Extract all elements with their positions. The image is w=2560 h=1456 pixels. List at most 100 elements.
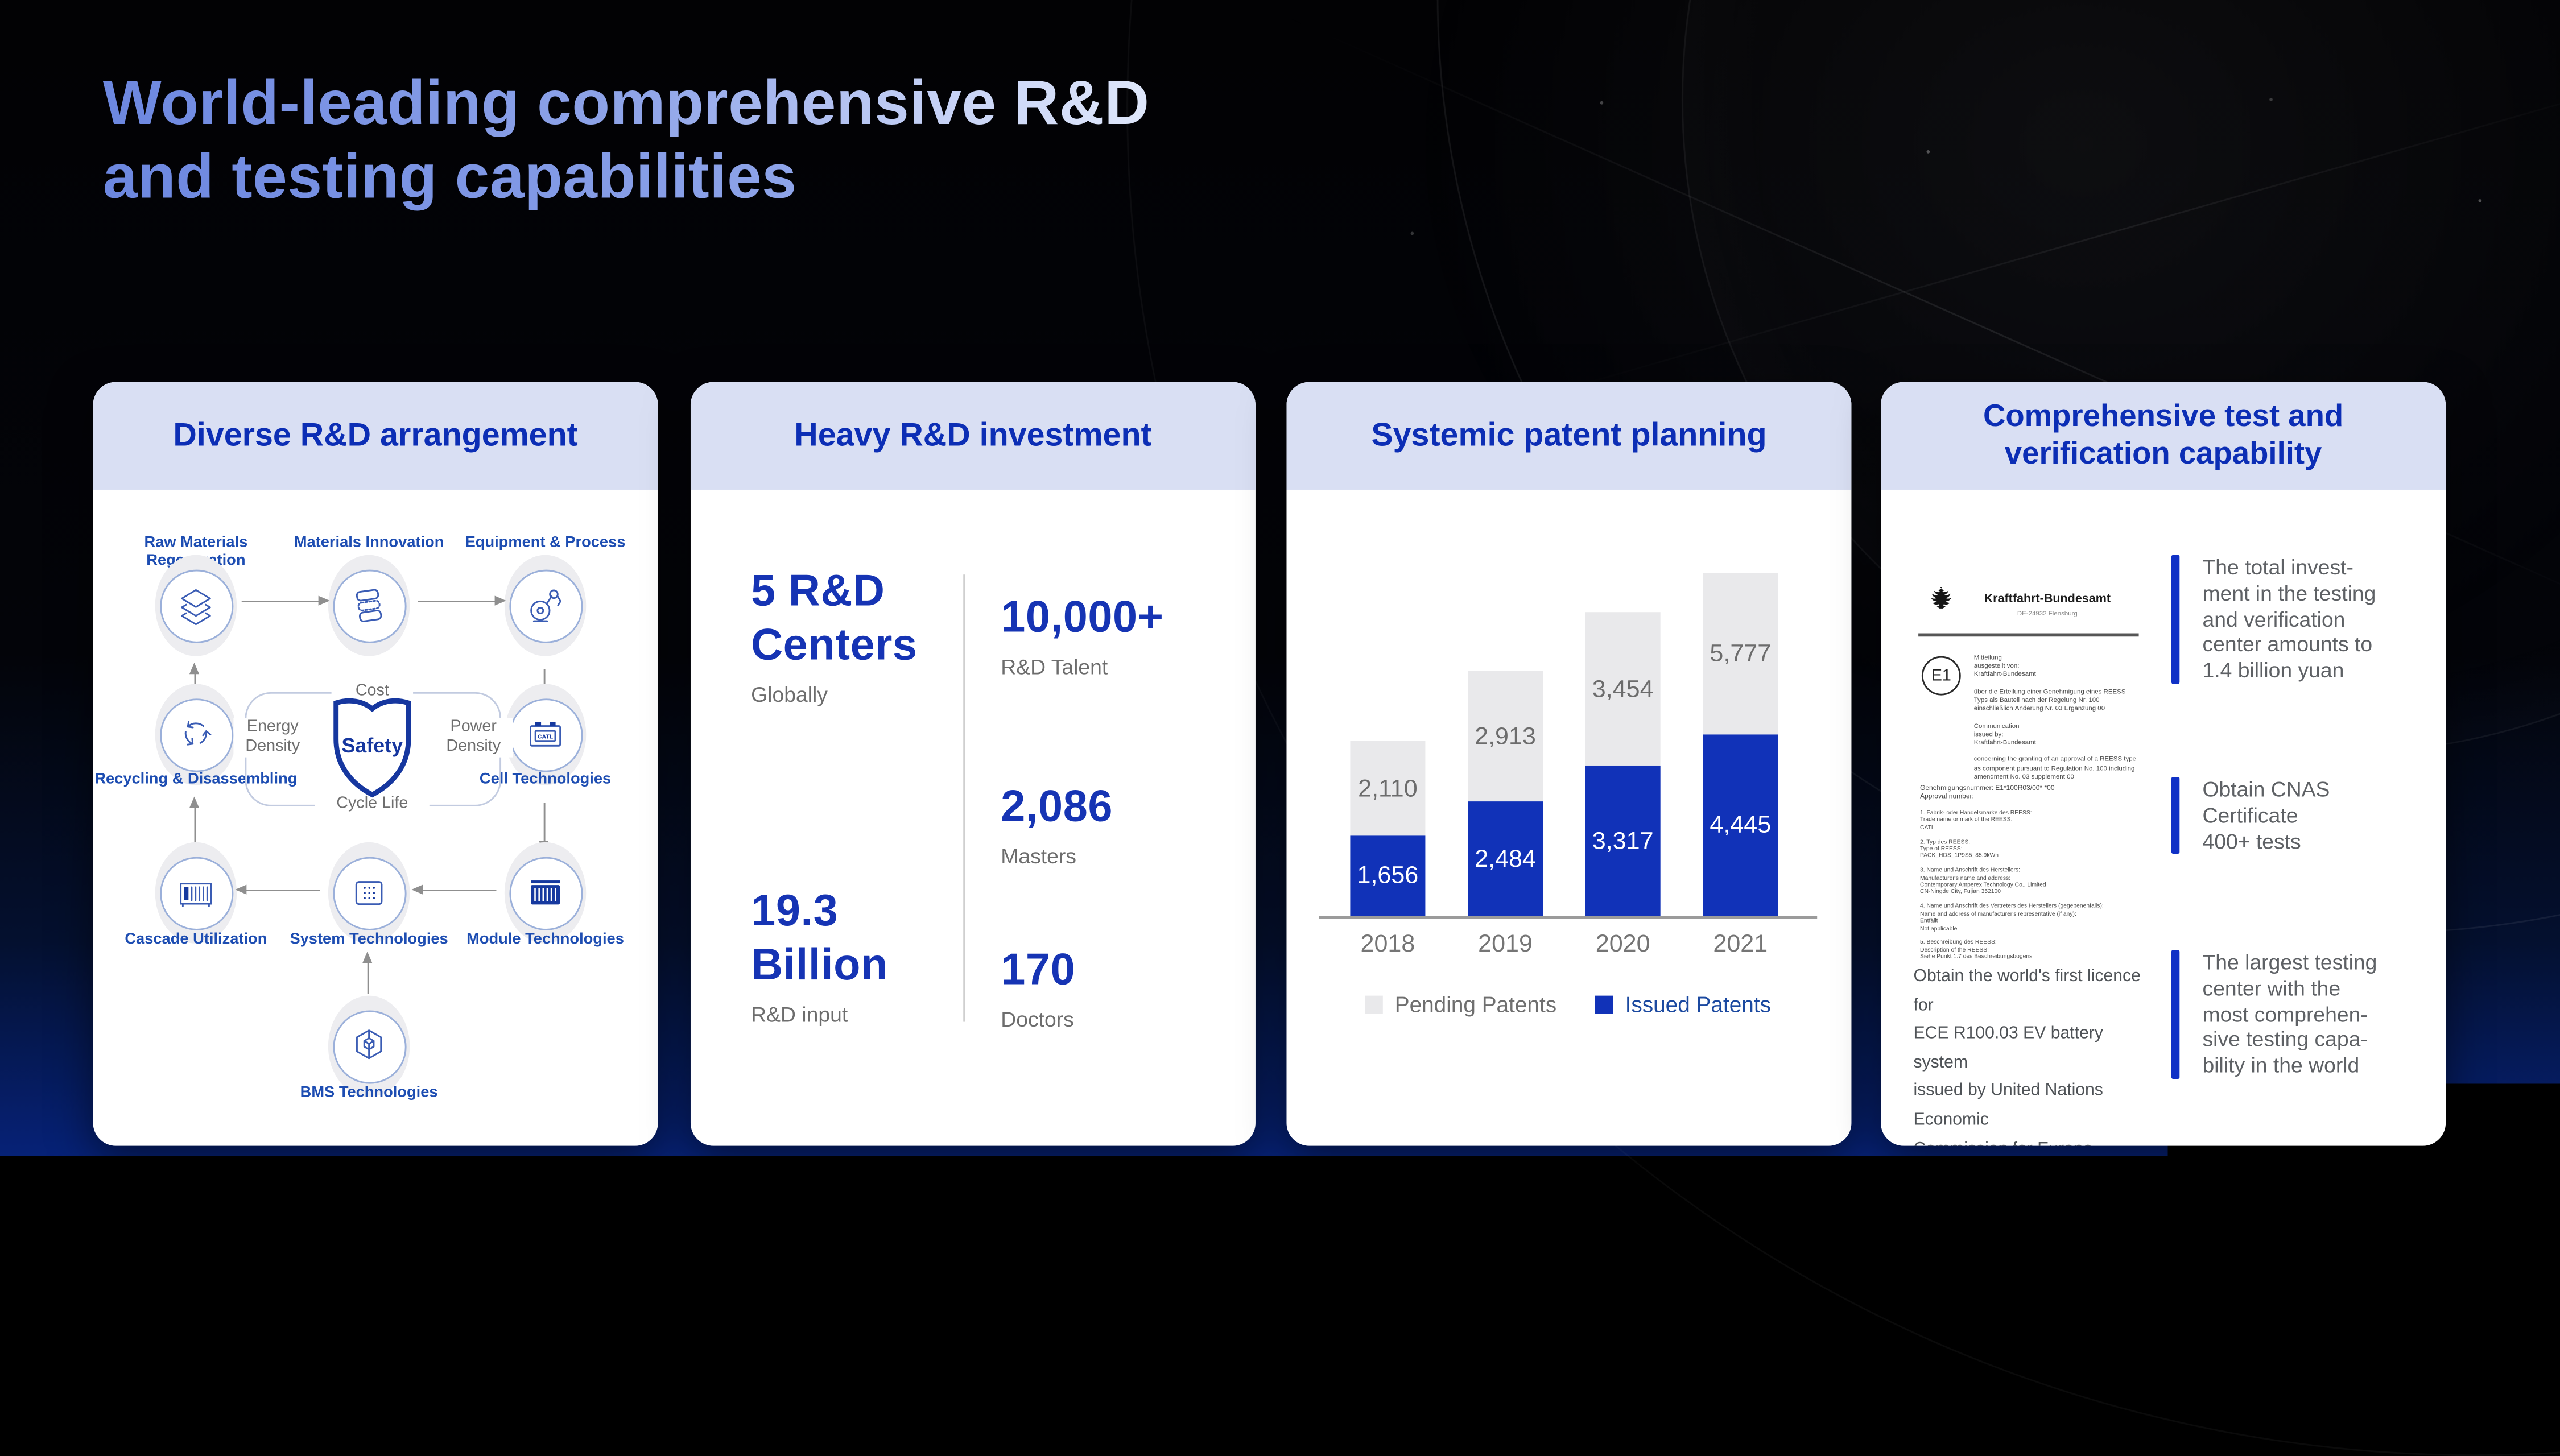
- node-label-cascade: Cascade Utilization: [98, 930, 294, 949]
- highlight-text: Obtain CNAS Certificate 400+ tests: [2202, 777, 2330, 854]
- legend-label: Pending Patents: [1395, 992, 1556, 1017]
- node-label-materials-innovation: Materials Innovation: [271, 533, 466, 552]
- kba-certificate-document: Kraftfahrt-Bundesamt DE-24932 Flensburg …: [1914, 552, 2146, 959]
- node-raw-materials: [155, 555, 237, 656]
- cube-icon: [348, 1025, 390, 1068]
- stats-divider: [963, 574, 965, 1021]
- page-title-line1: World-leading comprehensive R&D: [103, 69, 1150, 142]
- page-title: World-leading comprehensive R&D and test…: [103, 69, 1150, 216]
- card-systemic-patent-planning: Systemic patent planning 2,110 1,656 2,913…: [1286, 382, 1851, 1146]
- ray-decor: [1542, 62, 2560, 396]
- slide: World-leading comprehensive R&D and test…: [0, 0, 2560, 1308]
- stat-value: 19.3 Billion: [751, 884, 888, 992]
- catl-brand-text: CATL: [538, 734, 554, 741]
- stat-value: 10,000+: [1001, 591, 1163, 645]
- battery-catl-icon: CATL: [524, 713, 567, 756]
- node-materials-innovation: [328, 555, 410, 656]
- flow-arrow-left: [242, 890, 320, 891]
- ece-licence-note: Obtain the world's first licence for ECE…: [1914, 963, 2162, 1145]
- node-blob: [328, 842, 410, 944]
- stat-label: Doctors: [1001, 1007, 1075, 1032]
- highlight-cnas-certificate: Obtain CNAS Certificate 400+ tests: [2171, 777, 2330, 854]
- legend-label: Issued Patents: [1625, 992, 1771, 1017]
- bar-2019: 2,913 2,484: [1468, 671, 1543, 916]
- bar-2020: 3,454 3,317: [1585, 612, 1661, 916]
- node-blob: [155, 842, 237, 944]
- node-blob: [505, 842, 586, 944]
- bar-segment-pending: 3,454: [1585, 612, 1661, 766]
- layered-cell-icon: [348, 584, 390, 627]
- container-icon: [175, 872, 217, 915]
- chart-x-axis: [1319, 916, 1817, 919]
- e1-mark: E1: [1922, 656, 1961, 696]
- safety-label: Safety: [327, 734, 418, 757]
- bar-value-label: 2,484: [1475, 845, 1536, 872]
- certificate-authority-sub: DE-24932 Flensburg: [1963, 609, 2132, 617]
- stat-label: R&D Talent: [1001, 655, 1163, 679]
- node-blob: [328, 996, 410, 1097]
- stat-label: Masters: [1001, 844, 1113, 868]
- node-label-bms: BMS Technologies: [271, 1084, 466, 1102]
- legend-swatch: [1365, 996, 1384, 1014]
- bar-value-label: 2,110: [1358, 775, 1418, 803]
- chart-x-tick-labels: 2018 2019 2020 2021: [1319, 930, 1817, 958]
- flow-arrow-down: [544, 803, 546, 846]
- bar-segment-issued: 4,445: [1703, 734, 1778, 916]
- legend-item-issued: Issued Patents: [1596, 992, 1771, 1017]
- card-header: Comprehensive test and verification capa…: [1881, 382, 2446, 490]
- highlight-text: The largest testing center with the most…: [2202, 950, 2377, 1079]
- bar-value-label: 3,454: [1592, 675, 1654, 703]
- x-tick-label: 2018: [1350, 930, 1425, 958]
- stat-rnd-talent: 10,000+ R&D Talent: [1001, 591, 1163, 679]
- page-title-line2: and testing capabilities: [103, 142, 797, 216]
- bar-2021: 5,777 4,445: [1703, 573, 1778, 916]
- layers-icon: [175, 584, 217, 627]
- x-tick-label: 2019: [1468, 930, 1543, 958]
- stat-value: 2,086: [1001, 780, 1113, 834]
- card-header: Systemic patent planning: [1286, 382, 1851, 490]
- power-density-label: Power Density: [434, 718, 513, 758]
- highlight-largest-testing-center: The largest testing center with the most…: [2171, 950, 2377, 1079]
- stat-rnd-centers: 5 R&D Centers Globally: [751, 565, 918, 707]
- certificate-body: Mitteilung ausgestellt von: Kraftfahrt-B…: [1974, 653, 2137, 780]
- highlight-accent-bar: [2171, 950, 2179, 1079]
- patent-stacked-bar-chart: 2,110 1,656 2,913 2,484 3,454 3,317 5,777 4,445…: [1319, 561, 1817, 1017]
- bar-segment-issued: 2,484: [1468, 801, 1543, 916]
- stat-value: 5 R&D Centers: [751, 565, 918, 672]
- certificate-authority: Kraftfahrt-Bundesamt: [1963, 591, 2132, 606]
- node-equipment-process: [505, 555, 586, 656]
- pack-dots-icon: [348, 872, 390, 915]
- bar-segment-pending: 2,110: [1350, 741, 1425, 835]
- node-system-technologies: [328, 842, 410, 944]
- stat-masters: 2,086 Masters: [1001, 780, 1113, 868]
- stars-decor: [0, 0, 3, 3]
- bar-segment-issued: 3,317: [1585, 766, 1661, 916]
- chart-legend: Pending Patents Issued Patents: [1319, 992, 1817, 1017]
- bar-value-label: 5,777: [1710, 640, 1771, 668]
- node-label-system: System Technologies: [271, 930, 466, 949]
- legend-item-pending: Pending Patents: [1365, 992, 1556, 1017]
- chart-plot-area: 2,110 1,656 2,913 2,484 3,454 3,317 5,777 4,445: [1319, 561, 1817, 916]
- flow-arrow-up: [195, 803, 197, 846]
- bar-segment-pending: 2,913: [1468, 671, 1543, 802]
- card-heavy-rnd-investment: Heavy R&D investment 5 R&D Centers Globa…: [691, 382, 1256, 1146]
- federal-eagle-icon: [1925, 583, 1956, 617]
- stat-label: R&D input: [751, 1002, 888, 1027]
- highlight-accent-bar: [2171, 777, 2179, 854]
- node-blob: [505, 555, 586, 656]
- node-label-module: Module Technologies: [447, 930, 643, 949]
- energy-density-label: Energy Density: [233, 718, 312, 758]
- node-blob: [155, 555, 237, 656]
- certificate-items: 1. Fabrik- oder Handelsmarke des REESS: …: [1920, 809, 2139, 959]
- x-tick-label: 2021: [1703, 930, 1778, 958]
- stat-doctors: 170 Doctors: [1001, 944, 1075, 1032]
- module-icon: [524, 872, 567, 915]
- node-module-technologies: [505, 842, 586, 944]
- legend-swatch: [1596, 996, 1614, 1014]
- flow-arrow-left: [418, 890, 497, 891]
- certificate-rule: [1918, 634, 2138, 636]
- flow-arrow-right: [242, 601, 323, 602]
- node-bms-technologies: [328, 996, 410, 1097]
- robot-arm-icon: [524, 584, 567, 627]
- stat-label: Globally: [751, 682, 918, 707]
